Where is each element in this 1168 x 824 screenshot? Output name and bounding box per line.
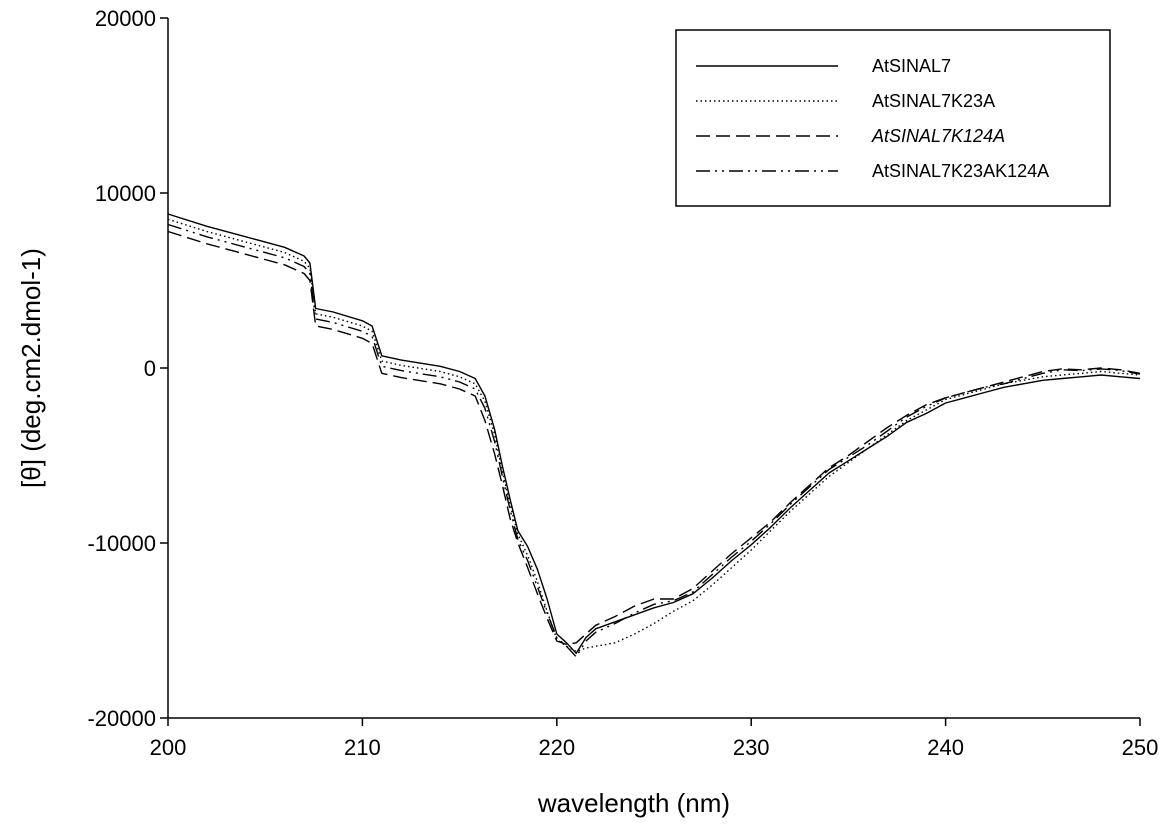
y-tick-label: -20000 (87, 706, 156, 731)
y-tick-label: 20000 (95, 6, 156, 31)
y-ticks: -20000 -10000 0 10000 20000 (87, 6, 168, 731)
x-tick-label: 250 (1122, 735, 1159, 760)
series-lines (167, 213, 1141, 658)
legend-label-2: AtSINAL7K23A (872, 91, 995, 111)
legend-items: AtSINAL7 AtSINAL7K23A AtSINAL7K124A AtSINAL… (696, 56, 1049, 181)
series-line-1 (167, 213, 1141, 654)
x-axis-title: wavelength (nm) (537, 788, 730, 818)
y-tick-label: 10000 (95, 181, 156, 206)
series-line-2 (167, 218, 1141, 653)
x-tick-label: 200 (150, 735, 187, 760)
legend-label-3: AtSINAL7K124A (871, 126, 1005, 146)
series-line-4 (167, 223, 1141, 658)
legend: AtSINAL7 AtSINAL7K23A AtSINAL7K124A AtSINAL… (675, 29, 1111, 207)
x-tick-label: 240 (927, 735, 964, 760)
y-tick-label: -10000 (87, 531, 156, 556)
legend-label-1: AtSINAL7 (872, 56, 951, 76)
x-ticks: 200 210 220 230 240 250 (150, 718, 1159, 760)
x-tick-label: 210 (344, 735, 381, 760)
legend-label-4: AtSINAL7K23AK124A (872, 161, 1049, 181)
y-tick-label: 0 (144, 356, 156, 381)
x-tick-label: 230 (733, 735, 770, 760)
x-tick-label: 220 (538, 735, 575, 760)
y-axis-title: [θ] (deg.cm2.dmol-1) (16, 248, 46, 488)
legend-box (675, 29, 1111, 207)
